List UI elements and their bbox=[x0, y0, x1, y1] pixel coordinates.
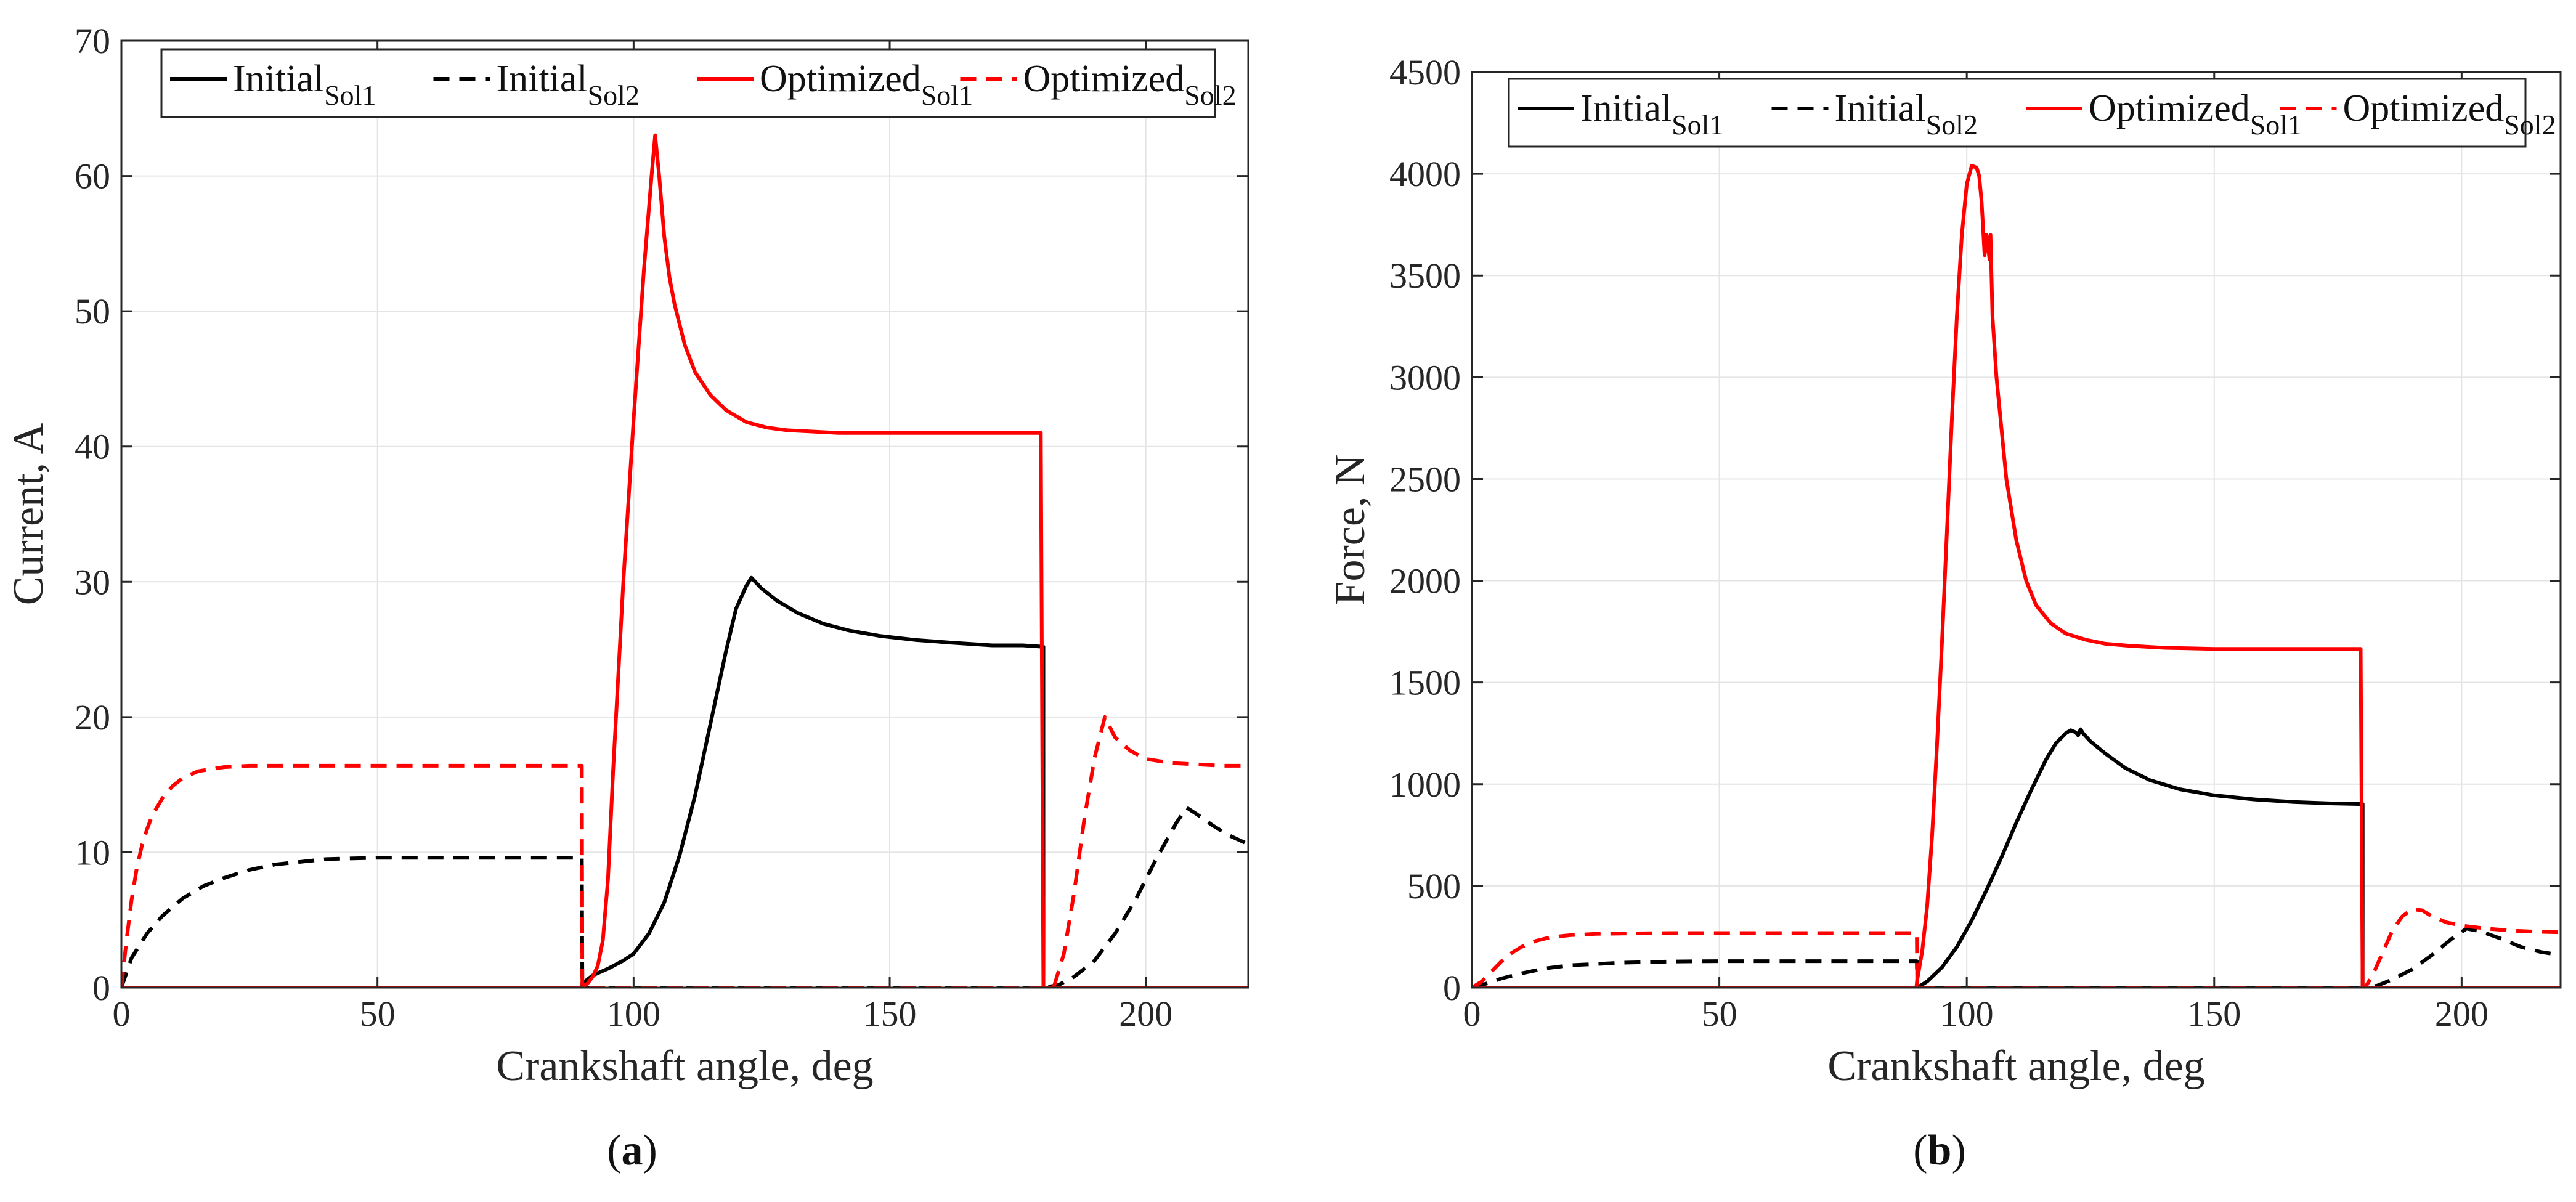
x-tick-label: 150 bbox=[863, 994, 917, 1034]
x-tick-label: 100 bbox=[607, 994, 660, 1034]
legend-label: InitialSol2 bbox=[1835, 87, 1978, 140]
y-tick-label: 70 bbox=[75, 21, 110, 61]
y-tick-label: 20 bbox=[75, 697, 110, 737]
y-tick-label: 2500 bbox=[1389, 459, 1461, 499]
legend-label-name: Optimized bbox=[2089, 87, 2250, 129]
legend-label: OptimizedSol2 bbox=[1023, 58, 1237, 111]
y-tick-label: 4000 bbox=[1389, 154, 1461, 194]
y-tick-label: 0 bbox=[92, 968, 110, 1008]
legend-label-subscript: Sol2 bbox=[2504, 109, 2556, 140]
y-tick-label: 4500 bbox=[1389, 52, 1461, 92]
y-tick-label: 40 bbox=[75, 427, 110, 467]
legend-label: OptimizedSol1 bbox=[760, 58, 973, 111]
legend-label-subscript: Sol2 bbox=[588, 79, 640, 111]
panel-label: (a) bbox=[607, 1127, 657, 1174]
legend-label-name: Initial bbox=[233, 58, 324, 100]
y-axis-label: Force, N bbox=[1327, 455, 1374, 606]
legend-label: OptimizedSol1 bbox=[2089, 87, 2302, 140]
y-tick-label: 30 bbox=[75, 562, 110, 602]
x-tick-label: 200 bbox=[1119, 994, 1172, 1034]
y-tick-label: 3500 bbox=[1389, 256, 1461, 296]
x-tick-label: 200 bbox=[2435, 994, 2489, 1034]
y-tick-label: 3000 bbox=[1389, 357, 1461, 397]
series-line-optimized-sol2 bbox=[1472, 907, 2561, 988]
y-tick-label: 50 bbox=[75, 291, 110, 331]
legend-label-name: Optimized bbox=[760, 58, 921, 100]
y-axis-label: Current, A bbox=[5, 423, 52, 605]
legend-box bbox=[1508, 78, 2527, 148]
y-tick-label: 10 bbox=[75, 832, 110, 872]
legend-label-name: Initial bbox=[1835, 87, 1926, 129]
axis-frame bbox=[1471, 71, 2562, 989]
series-group bbox=[121, 133, 1248, 988]
series-line-optimized-sol2 bbox=[121, 715, 1248, 988]
axis-frame bbox=[120, 39, 1249, 989]
legend-label-subscript: Sol2 bbox=[1184, 79, 1236, 111]
legend: InitialSol1 InitialSol2 OptimizedSol1 Optim… bbox=[1508, 78, 2556, 148]
x-axis-label: Crankshaft angle, deg bbox=[1827, 1042, 2204, 1090]
legend-label: OptimizedSol2 bbox=[2343, 87, 2556, 140]
x-tick-label: 50 bbox=[360, 994, 396, 1034]
y-tick-label: 2000 bbox=[1389, 561, 1461, 601]
legend-label-subscript: Sol2 bbox=[1926, 109, 1978, 140]
x-axis-label: Crankshaft angle, deg bbox=[496, 1042, 873, 1090]
legend-label-subscript: Sol1 bbox=[1672, 109, 1723, 140]
legend-label: InitialSol2 bbox=[497, 58, 640, 111]
series-line-initial-sol1 bbox=[1472, 727, 2561, 988]
chart-panel-b: 0 50 100 150 2000500100015002000250030003500… bbox=[1327, 52, 2562, 1174]
legend-label: InitialSol1 bbox=[1580, 87, 1723, 140]
series-line-initial-sol1 bbox=[121, 575, 1248, 988]
legend-label-subscript: Sol1 bbox=[324, 79, 376, 111]
legend-label-name: Initial bbox=[497, 58, 588, 100]
x-tick-label: 150 bbox=[2187, 994, 2241, 1034]
series-line-initial-sol2 bbox=[121, 806, 1248, 988]
series-line-optimized-sol1 bbox=[121, 133, 1248, 988]
series-line-optimized-sol1 bbox=[1472, 163, 2561, 988]
legend-label-name: Optimized bbox=[1023, 58, 1185, 100]
x-tick-label: 0 bbox=[113, 994, 131, 1034]
x-tick-label: 50 bbox=[1702, 994, 1737, 1034]
legend-label-name: Initial bbox=[1580, 87, 1672, 129]
legend-label: InitialSol1 bbox=[233, 58, 376, 111]
panel-label: (b) bbox=[1913, 1127, 1966, 1174]
x-tick-label: 0 bbox=[1463, 994, 1481, 1034]
legend-label-name: Optimized bbox=[2343, 87, 2505, 129]
y-tick-label: 0 bbox=[1443, 968, 1461, 1008]
series-group bbox=[1472, 163, 2561, 988]
series-line-initial-sol2 bbox=[1472, 927, 2561, 988]
x-tick-label: 100 bbox=[1940, 994, 1994, 1034]
legend-label-subscript: Sol1 bbox=[921, 79, 973, 111]
chart-panel-a: 0 50 100 150 200 0 10 20 30 40 50 60 70 Crankshaft an… bbox=[5, 21, 1249, 1174]
y-tick-label: 500 bbox=[1407, 866, 1461, 906]
legend-label-subscript: Sol1 bbox=[2250, 109, 2302, 140]
legend: InitialSol1 InitialSol2 OptimizedSol1 Optim… bbox=[160, 48, 1237, 118]
y-tick-label: 1500 bbox=[1389, 663, 1461, 703]
legend-box bbox=[160, 48, 1216, 118]
y-tick-label: 1000 bbox=[1389, 765, 1461, 805]
y-tick-label: 60 bbox=[75, 156, 110, 197]
